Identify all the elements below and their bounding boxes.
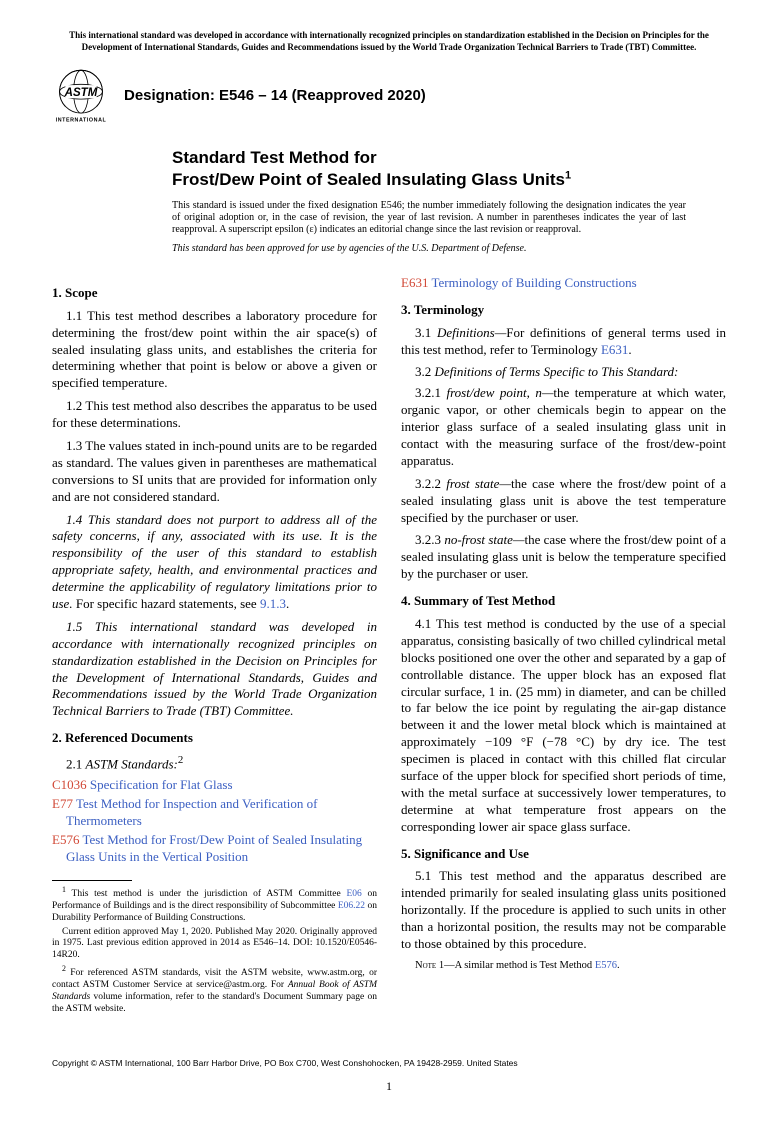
link-9.1.3[interactable]: 9.1.3 <box>260 596 286 611</box>
astm-logo: ASTM INTERNATIONAL <box>52 67 110 123</box>
ref-e77-title[interactable]: Test Method for Inspection and Verificat… <box>66 796 317 828</box>
ref-e576-code[interactable]: E576 <box>52 832 79 847</box>
para-3.2.2: 3.2.2 frost state—the case where the fro… <box>401 476 726 527</box>
para-2.1: 2.1 ASTM Standards:2 <box>52 753 377 773</box>
title-block: Standard Test Method for Frost/Dew Point… <box>172 147 726 190</box>
footnote-1b: Current edition approved May 1, 2020. Pu… <box>52 927 377 963</box>
para-3.1: 3.1 Definitions—For definitions of gener… <box>401 325 726 359</box>
ref-e77-code[interactable]: E77 <box>52 796 73 811</box>
fn2-c: volume information, refer to the standar… <box>52 992 377 1014</box>
para-1.4-tail: For specific hazard statements, see <box>73 596 260 611</box>
p3.2.1-term: frost/dew point, n— <box>446 385 553 400</box>
p3.2.1-num: 3.2.1 <box>415 385 446 400</box>
p3.2.3-num: 3.2.3 <box>415 532 444 547</box>
ref-e631-code[interactable]: E631 <box>401 275 428 290</box>
section-4-heading: 4. Summary of Test Method <box>401 593 726 610</box>
section-3-heading: 3. Terminology <box>401 302 726 319</box>
p3.2-num: 3.2 <box>415 364 435 379</box>
tbt-notice: This international standard was develope… <box>52 30 726 53</box>
issuance-note: This standard is issued under the fixed … <box>172 200 686 236</box>
para-3.2.1: 3.2.1 frost/dew point, n—the temperature… <box>401 385 726 469</box>
page-number: 1 <box>52 1079 726 1095</box>
fn1-a: This test method is under the jurisdicti… <box>66 889 346 899</box>
footnote-2: 2 For referenced ASTM standards, visit t… <box>52 964 377 1016</box>
para-1.1: 1.1 This test method describes a laborat… <box>52 308 377 392</box>
title-main: Frost/Dew Point of Sealed Insulating Gla… <box>172 170 565 189</box>
approval-note: This standard has been approved for use … <box>172 242 686 255</box>
para-2.1-label: ASTM Standards: <box>86 756 178 771</box>
p3.2.2-term: frost state— <box>446 476 511 491</box>
para-3.2.3: 3.2.3 no-frost state—the case where the … <box>401 532 726 583</box>
p3.1-num: 3.1 <box>415 325 437 340</box>
note1-body: A similar method is Test Method <box>455 960 595 971</box>
ref-c1036-code[interactable]: C1036 <box>52 777 87 792</box>
ref-e631-title[interactable]: Terminology of Building Constructions <box>428 275 636 290</box>
para-1.3: 1.3 The values stated in inch-pound unit… <box>52 438 377 506</box>
title-sup: 1 <box>565 169 571 181</box>
p3.2-term: Definitions of Terms Specific to This St… <box>435 364 679 379</box>
footnote-1: 1 This test method is under the jurisdic… <box>52 885 377 925</box>
p3.2.3-term: no-frost state— <box>444 532 524 547</box>
link-e06.22[interactable]: E06.22 <box>338 901 365 911</box>
svg-text:INTERNATIONAL: INTERNATIONAL <box>56 118 107 124</box>
ref-e631: E631 Terminology of Building Constructio… <box>401 275 726 292</box>
ref-e576: E576 Test Method for Frost/Dew Point of … <box>52 832 377 866</box>
link-e576[interactable]: E576 <box>595 960 617 971</box>
para-4.1: 4.1 This test method is conducted by the… <box>401 616 726 836</box>
header-row: ASTM INTERNATIONAL Designation: E546 – 1… <box>52 67 726 123</box>
section-5-heading: 5. Significance and Use <box>401 846 726 863</box>
para-1.4: 1.4 This standard does not purport to ad… <box>52 512 377 613</box>
ref-c1036: C1036 Specification for Flat Glass <box>52 777 377 794</box>
fn2-sup: 2 <box>178 754 183 766</box>
p3.2.2-num: 3.2.2 <box>415 476 446 491</box>
footnote-separator <box>52 880 132 881</box>
ref-e77: E77 Test Method for Inspection and Verif… <box>52 796 377 830</box>
p3.1-term: Definitions— <box>437 325 506 340</box>
right-column: E631 Terminology of Building Constructio… <box>401 275 726 1018</box>
designation-text: Designation: E546 – 14 (Reapproved 2020) <box>124 86 426 106</box>
section-1-heading: 1. Scope <box>52 285 377 302</box>
content-columns: 1. Scope 1.1 This test method describes … <box>52 275 726 1018</box>
link-e631[interactable]: E631 <box>601 342 628 357</box>
ref-c1036-title[interactable]: Specification for Flat Glass <box>87 777 233 792</box>
note1-label: Note 1— <box>415 960 455 971</box>
para-2.1-num: 2.1 <box>66 756 86 771</box>
para-3.2: 3.2 Definitions of Terms Specific to Thi… <box>401 364 726 381</box>
note-1: Note 1—A similar method is Test Method E… <box>401 959 726 973</box>
title-prefix: Standard Test Method for <box>172 148 377 167</box>
ref-e576-title[interactable]: Test Method for Frost/Dew Point of Seale… <box>66 832 362 864</box>
para-1.2: 1.2 This test method also describes the … <box>52 398 377 432</box>
para-5.1: 5.1 This test method and the apparatus d… <box>401 868 726 952</box>
left-column: 1. Scope 1.1 This test method describes … <box>52 275 377 1018</box>
copyright-line: Copyright © ASTM International, 100 Barr… <box>52 1058 726 1069</box>
link-e06[interactable]: E06 <box>346 889 361 899</box>
para-1.5: 1.5 This international standard was deve… <box>52 619 377 720</box>
section-2-heading: 2. Referenced Documents <box>52 730 377 747</box>
svg-text:ASTM: ASTM <box>64 87 98 99</box>
